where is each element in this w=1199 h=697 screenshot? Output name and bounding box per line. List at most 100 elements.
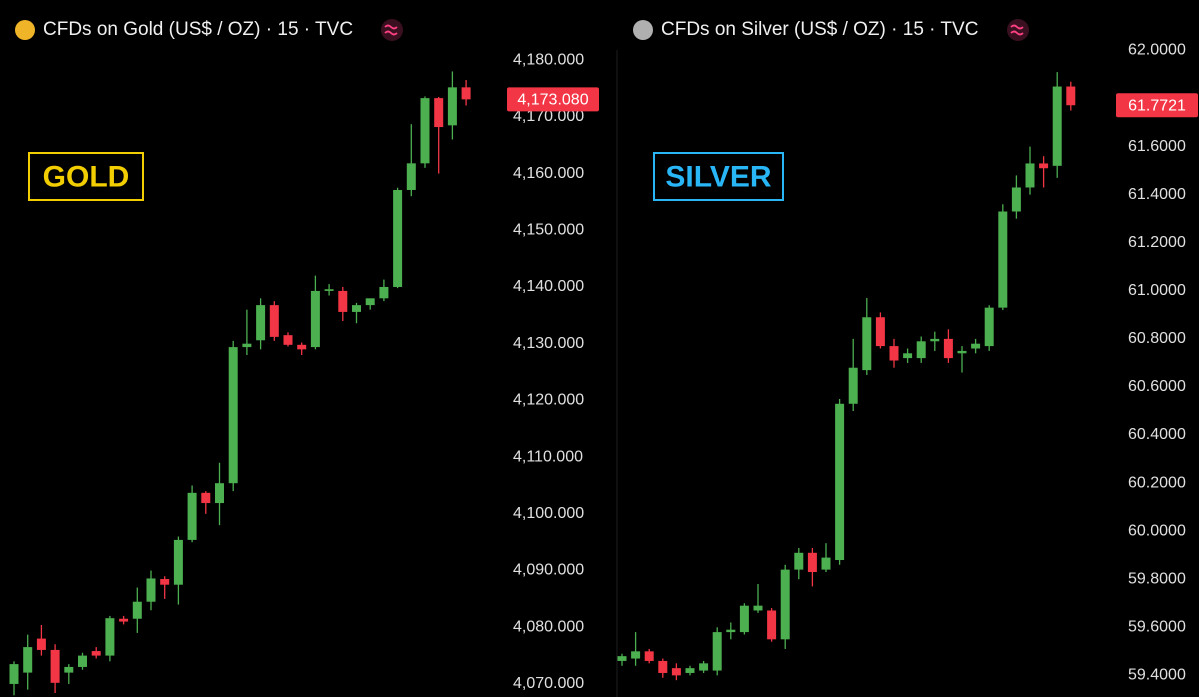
candle-body bbox=[78, 655, 87, 667]
y-tick-label: 59.4000 bbox=[1128, 667, 1186, 684]
candle-body bbox=[36, 638, 46, 650]
y-tick-label: 4,070.000 bbox=[513, 675, 584, 692]
gold-header: CFDs on Gold (US$ / OZ) · 15 · TVC bbox=[15, 19, 403, 41]
candle-body bbox=[807, 552, 817, 573]
y-tick-label: 4,130.000 bbox=[513, 335, 584, 352]
y-tick-label: 61.2000 bbox=[1128, 234, 1186, 251]
candle-body bbox=[310, 290, 320, 348]
chart-title: CFDs on Silver (US$ / OZ) · 15 · TVC bbox=[661, 19, 978, 40]
y-tick-label: 61.6000 bbox=[1128, 138, 1186, 155]
candle-body bbox=[943, 338, 953, 359]
candle-body bbox=[671, 668, 681, 676]
y-tick-label: 60.2000 bbox=[1128, 474, 1186, 491]
y-tick-label: 59.6000 bbox=[1128, 619, 1186, 636]
candle-body bbox=[984, 307, 994, 347]
y-tick-label: 4,100.000 bbox=[513, 505, 584, 522]
candle-body bbox=[1066, 86, 1076, 106]
candle-body bbox=[64, 666, 74, 673]
candle-body bbox=[119, 618, 129, 622]
candle-body bbox=[50, 649, 60, 683]
candle-body bbox=[835, 403, 845, 561]
candle-body bbox=[228, 347, 238, 484]
candle-body bbox=[324, 289, 334, 291]
candle-body bbox=[365, 298, 375, 306]
candle-body bbox=[1025, 163, 1035, 188]
indicator-glyph bbox=[384, 24, 398, 36]
candle-body bbox=[862, 317, 872, 371]
last-price-label: 61.7721 bbox=[1128, 97, 1186, 114]
candle-body bbox=[256, 305, 266, 341]
y-tick-label: 60.6000 bbox=[1128, 378, 1186, 395]
candle-body bbox=[631, 651, 641, 659]
candle-body bbox=[132, 601, 142, 619]
y-tick-label: 4,140.000 bbox=[513, 278, 584, 295]
candle-body bbox=[461, 87, 471, 100]
candle-body bbox=[916, 341, 926, 359]
candle-body bbox=[297, 344, 307, 350]
candle-body bbox=[971, 343, 981, 349]
candle-body bbox=[957, 350, 967, 354]
y-tick-label: 4,150.000 bbox=[513, 221, 584, 238]
y-tick-label: 4,120.000 bbox=[513, 392, 584, 409]
candle-body bbox=[146, 578, 156, 602]
y-tick-label: 4,160.000 bbox=[513, 165, 584, 182]
indicator-glyph bbox=[1010, 24, 1024, 36]
candle-body bbox=[173, 539, 183, 585]
annotation-box bbox=[653, 152, 784, 201]
candle-body bbox=[767, 610, 777, 640]
candle-body bbox=[283, 335, 293, 345]
candle-body bbox=[1052, 86, 1062, 166]
indicator-icon bbox=[381, 19, 403, 41]
candle-body bbox=[848, 367, 858, 404]
candle-body bbox=[447, 87, 457, 126]
candle-body bbox=[903, 353, 913, 359]
candle-body bbox=[352, 305, 361, 312]
candle-body bbox=[930, 338, 940, 342]
candle-body bbox=[875, 317, 885, 347]
candle-body bbox=[739, 605, 749, 633]
candle-body bbox=[617, 656, 627, 661]
candle-body bbox=[658, 660, 668, 673]
candle-body bbox=[338, 290, 348, 312]
y-tick-label: 60.4000 bbox=[1128, 426, 1186, 443]
candle-body bbox=[23, 647, 33, 673]
candle-body bbox=[753, 605, 763, 611]
candle-body bbox=[393, 189, 403, 287]
y-tick-label: 4,110.000 bbox=[513, 448, 583, 465]
candle-body bbox=[780, 569, 790, 640]
candle-body bbox=[215, 483, 224, 504]
symbol-icon bbox=[15, 20, 35, 40]
candle-body bbox=[1011, 187, 1021, 212]
last-price-tag bbox=[507, 87, 599, 112]
candle-body bbox=[685, 668, 695, 673]
chart-title: CFDs on Gold (US$ / OZ) · 15 · TVC bbox=[43, 19, 353, 40]
candle-body bbox=[105, 618, 115, 656]
candle-body bbox=[998, 211, 1008, 308]
candle-body bbox=[9, 664, 19, 684]
candle-body bbox=[160, 579, 170, 585]
candle-body bbox=[699, 663, 709, 671]
annotation-box bbox=[28, 152, 144, 201]
candle-body bbox=[269, 305, 279, 337]
y-tick-label: 60.0000 bbox=[1128, 522, 1186, 539]
candle-body bbox=[242, 343, 252, 348]
candle-body bbox=[379, 286, 389, 299]
candle-body bbox=[1039, 163, 1049, 169]
y-tick-label: 60.8000 bbox=[1128, 330, 1186, 347]
annotation-label: SILVER bbox=[665, 160, 771, 193]
candle-body bbox=[889, 346, 899, 361]
candle-body bbox=[726, 629, 736, 633]
symbol-icon bbox=[633, 20, 653, 40]
candle-body bbox=[91, 651, 101, 656]
candle-body bbox=[187, 492, 197, 540]
y-tick-label: 4,080.000 bbox=[513, 618, 584, 635]
indicator-icon bbox=[1007, 19, 1029, 41]
y-tick-label: 4,170.000 bbox=[513, 108, 584, 125]
annotation-label: GOLD bbox=[43, 160, 130, 193]
y-tick-label: 61.0000 bbox=[1128, 282, 1186, 299]
candle-body bbox=[821, 557, 831, 570]
candle-body bbox=[406, 163, 416, 190]
candle-body bbox=[434, 98, 444, 128]
y-tick-label: 62.0000 bbox=[1128, 42, 1186, 59]
